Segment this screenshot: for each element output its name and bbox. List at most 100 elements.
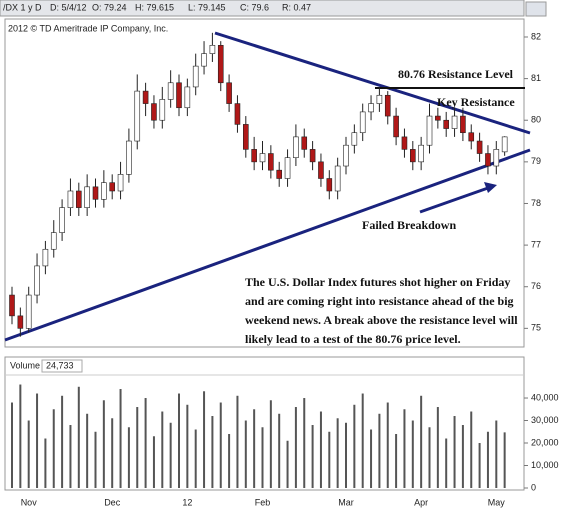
candle-body — [359, 111, 366, 134]
volume-bar — [52, 409, 55, 488]
header-field: C: 79.6 — [240, 2, 269, 12]
volume-bar — [386, 402, 389, 488]
y-tick-label: 77 — [531, 239, 541, 249]
volume-bar — [69, 425, 72, 488]
volume-bar — [102, 400, 105, 488]
upper-trendline — [214, 31, 531, 135]
candle-body — [42, 248, 49, 267]
volume-bar — [453, 416, 456, 488]
candle-body — [126, 140, 132, 175]
candle-body — [351, 132, 358, 146]
candle-body — [401, 136, 408, 150]
y-tick-label: 76 — [531, 281, 541, 291]
volume-title: Volume — [10, 360, 40, 370]
candle-body — [493, 149, 500, 167]
arrow-shaft — [419, 186, 489, 214]
volume-bar — [136, 407, 139, 488]
candle-body — [217, 45, 224, 84]
x-tick-label: Dec — [104, 497, 121, 507]
volume-box — [41, 359, 83, 373]
candle-body — [134, 90, 141, 142]
candle-body — [151, 103, 157, 121]
candle-body — [234, 103, 241, 125]
volume-bar — [77, 386, 80, 488]
volume-bar — [111, 418, 114, 488]
volume-bar — [219, 402, 222, 488]
volume-bar — [236, 395, 239, 488]
candle-body — [201, 53, 207, 67]
copyright: 2012 © TD Ameritrade IP Company, Inc. — [8, 23, 168, 33]
candle-body — [376, 94, 383, 104]
y-tick-label: 78 — [531, 198, 541, 208]
header-field: D: 5/4/12 — [50, 2, 87, 12]
header-field: R: 0.47 — [282, 2, 311, 12]
candle-body — [251, 149, 257, 163]
volume-bar — [119, 389, 122, 488]
candle-body — [343, 144, 349, 167]
candle-body — [9, 294, 15, 317]
x-tick-label: May — [488, 497, 506, 507]
y-tick-label: 75 — [531, 323, 541, 333]
header-field: L: 79.145 — [188, 2, 226, 12]
candle-body — [109, 182, 115, 192]
volume-bar — [19, 384, 22, 488]
volume-bar — [470, 411, 473, 488]
volume-bar — [61, 395, 64, 488]
volume-bar — [94, 431, 97, 488]
volume-bar — [286, 440, 289, 488]
volume-bar — [253, 409, 256, 488]
candle-body — [284, 157, 291, 179]
candle-body — [393, 115, 399, 138]
volume-bar — [445, 438, 448, 488]
candle-body — [460, 115, 466, 134]
candle-body — [468, 132, 475, 142]
lower-trendline — [4, 148, 531, 342]
annotation-paragraph: likely lead to a test of the 80.76 price… — [245, 332, 461, 346]
y-tick-label: 80 — [531, 115, 541, 125]
volume-bar — [186, 404, 189, 488]
y-tick-label: 10,000 — [531, 460, 559, 470]
volume-bar — [152, 436, 155, 488]
header-field: /DX 1 y D — [3, 2, 42, 12]
x-tick-label: Feb — [255, 497, 271, 507]
candle-body — [485, 153, 491, 167]
candle-body — [167, 82, 174, 100]
volume-bar — [361, 393, 364, 488]
volume-current: 24,733 — [46, 360, 74, 370]
volume-bar — [211, 416, 214, 488]
x-tick-label: Nov — [21, 497, 38, 507]
candle-body — [34, 265, 40, 296]
candle-body — [259, 153, 266, 163]
volume-bar — [353, 404, 356, 488]
candle-body — [476, 140, 483, 154]
volume-bar — [278, 413, 281, 488]
candle-body — [418, 144, 424, 163]
volume-bar — [336, 418, 339, 488]
volume-bar — [370, 429, 373, 488]
volume-bar — [244, 420, 247, 488]
candle-body — [226, 82, 232, 104]
candle-body — [209, 45, 216, 54]
candle-body — [117, 174, 124, 192]
volume-bar — [403, 409, 406, 488]
candle-body — [326, 178, 333, 192]
candle-body — [192, 65, 199, 88]
candle-body — [142, 90, 149, 104]
candle-body — [309, 149, 316, 163]
candle-body — [50, 232, 57, 250]
volume-bar — [27, 420, 30, 488]
volume-bar — [36, 393, 39, 488]
candle-body — [368, 103, 374, 113]
candle-body — [176, 82, 182, 109]
candle-body — [293, 136, 299, 158]
candle-body — [59, 207, 65, 233]
volume-bar — [319, 411, 322, 488]
volume-bar — [127, 427, 130, 488]
expand-button[interactable] — [525, 1, 547, 17]
volume-bar — [428, 427, 431, 488]
volume-bar — [411, 420, 414, 488]
annotation-paragraph: and are coming right into resistance ahe… — [245, 294, 514, 308]
header-bar — [0, 0, 525, 17]
volume-bar — [269, 400, 272, 488]
